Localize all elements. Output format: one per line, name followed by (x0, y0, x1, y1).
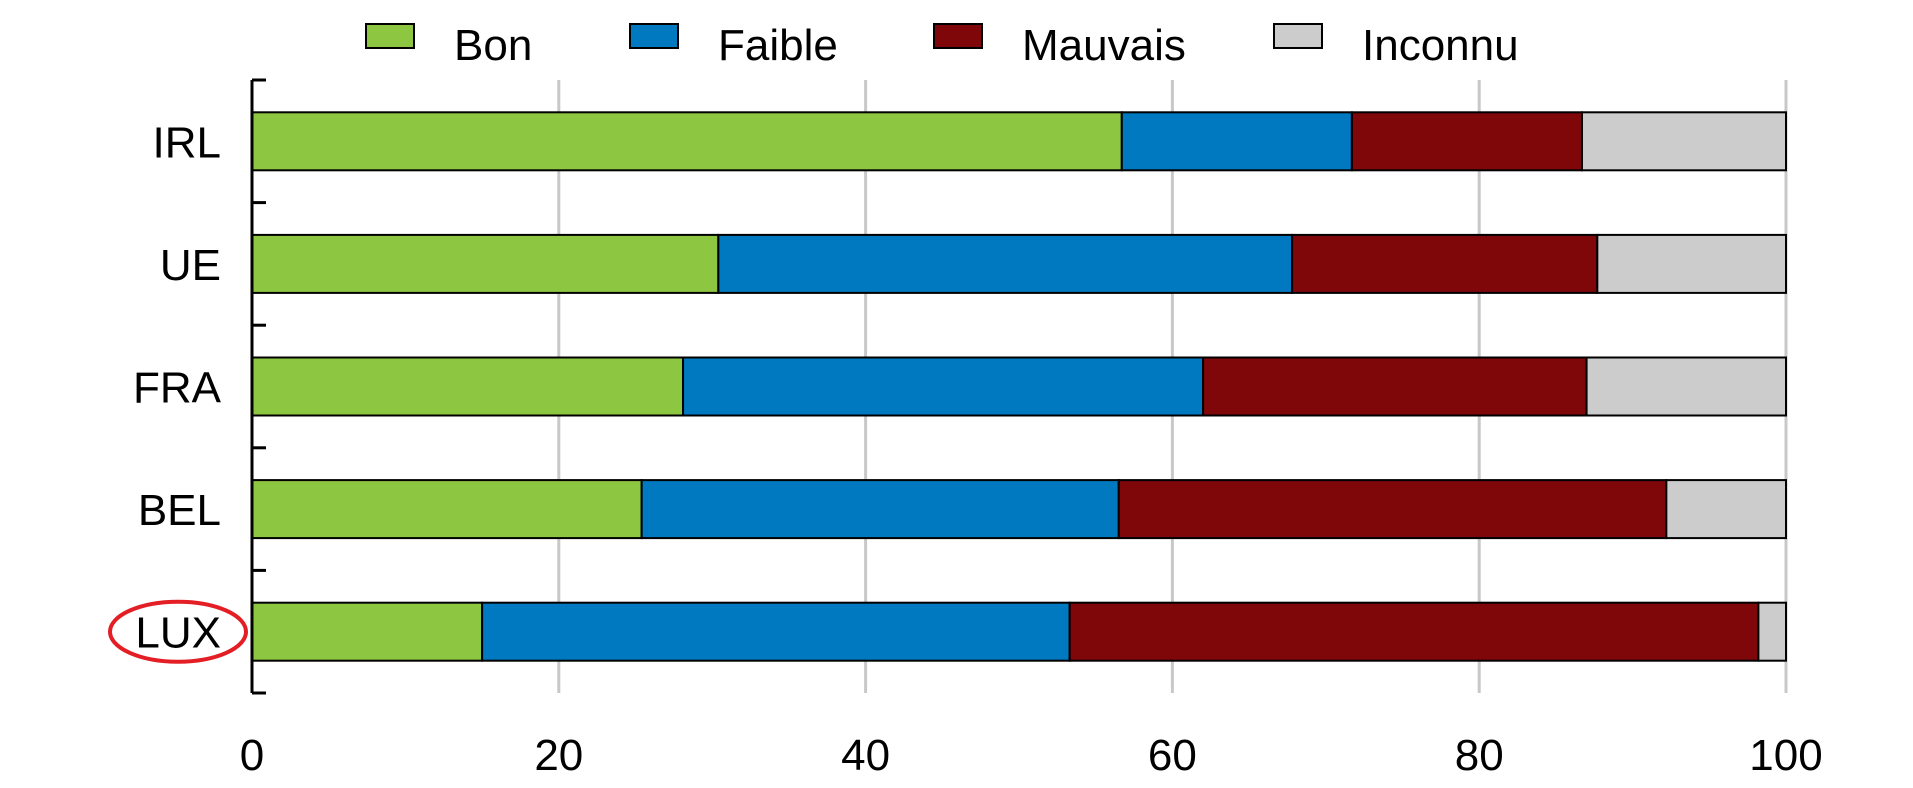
bar-bel-inconnu (1665, 479, 1788, 540)
bar-bel-mauvais (1117, 479, 1668, 540)
category-label-irl: IRL (153, 118, 221, 167)
x-tick-label: 80 (1455, 731, 1504, 780)
bar-lux-faible (481, 601, 1071, 662)
bar-bel-bon (251, 479, 643, 540)
x-tick-label: 60 (1148, 731, 1197, 780)
bar-irl-mauvais (1350, 111, 1583, 172)
category-label-ue: UE (160, 241, 221, 290)
bar-lux-inconnu (1757, 601, 1787, 662)
legend-label-bon: Bon (454, 21, 532, 70)
x-tick-label: 20 (534, 731, 583, 780)
legend-label-mauvais: Mauvais (1022, 21, 1186, 70)
legend-label-faible: Faible (718, 21, 838, 70)
bar-fra-faible (682, 356, 1205, 417)
highlight-ellipse (108, 599, 248, 664)
bar-lux-mauvais (1068, 601, 1760, 662)
legend: Bon Faible Mauvais Inconnu (365, 21, 1519, 70)
category-label-bel: BEL (138, 486, 221, 535)
bar-ue-bon (251, 233, 720, 294)
x-tick-label: 100 (1749, 731, 1822, 780)
legend-label-inconnu: Inconnu (1362, 21, 1519, 70)
x-tick-label: 0 (240, 731, 264, 780)
legend-swatch-faible (629, 23, 679, 49)
category-label-lux: LUX (135, 609, 221, 658)
bars-layer (251, 111, 1788, 662)
category-label-fra: FRA (133, 364, 222, 413)
bar-fra-mauvais (1202, 356, 1588, 417)
bar-fra-inconnu (1585, 356, 1787, 417)
legend-swatch-mauvais (933, 23, 983, 49)
legend-swatch-bon (365, 23, 415, 49)
bar-ue-inconnu (1596, 233, 1787, 294)
bar-ue-mauvais (1291, 233, 1599, 294)
x-tick-label: 40 (841, 731, 890, 780)
bar-irl-inconnu (1580, 111, 1788, 172)
axis-layer: 0 20 40 60 80 100 IRL UE FRA BEL LUX (108, 78, 1823, 780)
bar-lux-bon (251, 601, 484, 662)
bar-bel-faible (640, 479, 1120, 540)
bar-irl-bon (251, 111, 1123, 172)
bar-irl-faible (1120, 111, 1353, 172)
bar-fra-bon (251, 356, 685, 417)
bar-ue-faible (717, 233, 1294, 294)
legend-swatch-inconnu (1273, 23, 1323, 49)
